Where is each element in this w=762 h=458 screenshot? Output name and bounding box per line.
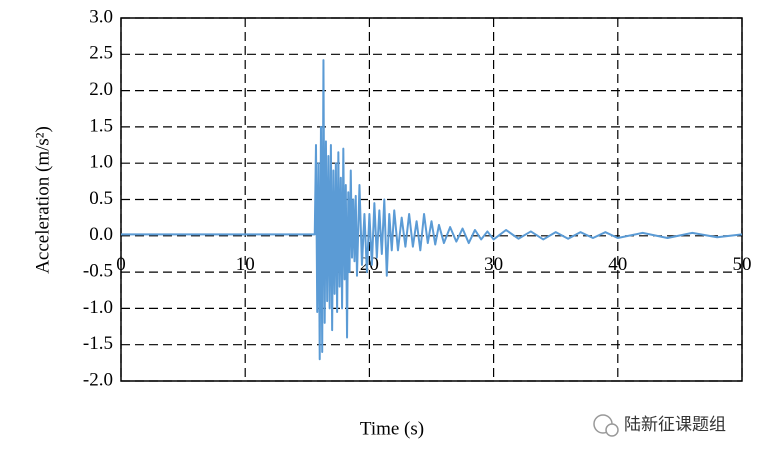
x-axis-title: Time (s) xyxy=(360,418,424,439)
x-tick-label: 30 xyxy=(484,254,503,275)
plot-frame xyxy=(120,17,743,382)
y-tick-label: 3.0 xyxy=(89,6,113,27)
x-tick-label: 20 xyxy=(360,254,379,275)
watermark: 陆新征课题组 xyxy=(624,415,726,435)
y-tick-label: -1.0 xyxy=(83,297,113,318)
x-tick-label: 10 xyxy=(236,254,255,275)
y-axis-title: Acceleration (m/s²) xyxy=(32,126,53,274)
icon-circle xyxy=(605,423,619,437)
y-tick-label: 0.0 xyxy=(89,224,113,245)
y-tick-label: 1.5 xyxy=(89,115,113,136)
y-tick-label: 0.5 xyxy=(89,188,113,209)
x-tick-label: 40 xyxy=(608,254,627,275)
y-tick-label: 2.0 xyxy=(89,79,113,100)
line-series xyxy=(121,59,743,361)
y-tick-label: -0.5 xyxy=(83,260,113,281)
y-tick-label: -2.0 xyxy=(83,369,113,390)
watermark-icon xyxy=(593,414,619,437)
y-tick-label: 1.0 xyxy=(89,152,113,173)
y-tick-label: -1.5 xyxy=(83,333,113,354)
y-tick-label: 2.5 xyxy=(89,43,113,64)
